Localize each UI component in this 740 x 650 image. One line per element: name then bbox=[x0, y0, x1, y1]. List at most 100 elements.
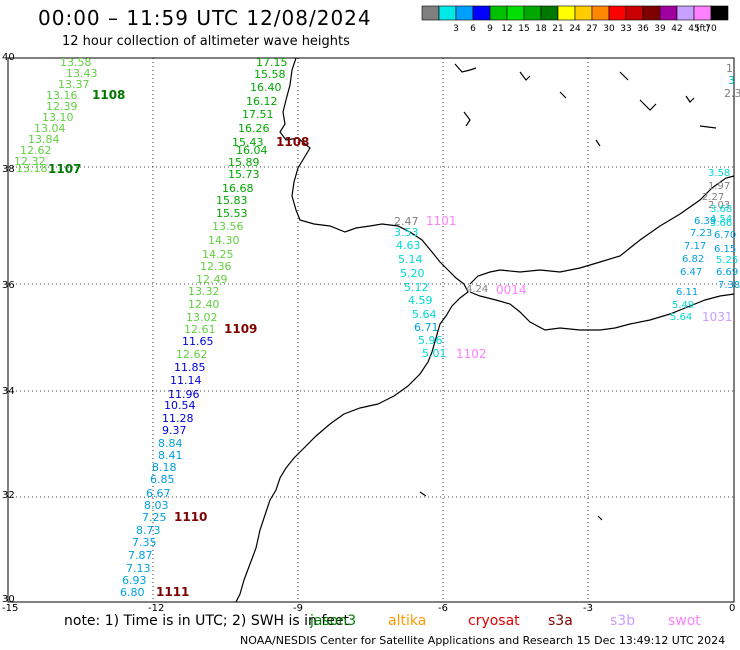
swh-value: 5.25 bbox=[716, 255, 738, 266]
swh-value: 17.15 bbox=[256, 56, 288, 69]
swh-value: 12.36 bbox=[200, 260, 232, 273]
legend-item-swot: swot bbox=[668, 613, 701, 629]
lon-tick-label: -9 bbox=[293, 603, 303, 614]
swh-value: 14.30 bbox=[208, 234, 240, 247]
swh-value: 13.32 bbox=[188, 285, 220, 298]
swh-value: 5.96 bbox=[418, 334, 443, 347]
pass-label: 1108 bbox=[276, 135, 309, 149]
colorbar-label: 33 bbox=[620, 24, 631, 34]
pass-label: 1108 bbox=[92, 88, 125, 102]
swh-value: 5.01 bbox=[422, 347, 447, 360]
colorbar: 3 6 9 12 15 18 21 24 27 30 33 36 39 42 45 70(ft) bbox=[421, 5, 729, 34]
swh-value: 15.83 bbox=[216, 194, 248, 207]
swh-value: 16.12 bbox=[246, 95, 278, 108]
swh-value: 15.43 bbox=[232, 136, 264, 149]
swh-value: 16.68 bbox=[222, 182, 254, 195]
lon-tick-label: -15 bbox=[2, 603, 18, 614]
lon-tick-label: -12 bbox=[148, 603, 164, 614]
colorbar-label: 9 bbox=[487, 24, 493, 34]
swh-value: 6.47 bbox=[680, 267, 702, 278]
swh-value: 8.84 bbox=[158, 437, 183, 450]
lon-tick-label: -3 bbox=[583, 603, 593, 614]
swh-value: 11.96 bbox=[168, 388, 200, 401]
swh-value: 13.58 bbox=[60, 56, 92, 69]
swh-value: 4.63 bbox=[396, 239, 421, 252]
lat-tick-label: 36 bbox=[2, 280, 15, 291]
swh-value: 6.85 bbox=[150, 473, 175, 486]
swh-value: 7.23 bbox=[690, 228, 712, 239]
lat-tick-label: 34 bbox=[2, 386, 15, 397]
colorbar-label: 30 bbox=[603, 24, 615, 34]
swh-value: 3.53 bbox=[394, 226, 419, 239]
lat-tick-label: 32 bbox=[2, 490, 15, 501]
map-frame bbox=[7, 57, 735, 603]
swh-value: 8.41 bbox=[158, 449, 183, 462]
swh-value: 15.89 bbox=[228, 156, 260, 169]
swh-value: 7.25 bbox=[142, 511, 167, 524]
swh-value: 6.82 bbox=[682, 254, 704, 265]
swh-value: 15.58 bbox=[254, 68, 286, 81]
coastline bbox=[235, 57, 735, 603]
swh-value: 12.62 bbox=[176, 348, 208, 361]
colorbar-label: 24 bbox=[569, 24, 581, 34]
swh-value: 8.18 bbox=[152, 461, 177, 474]
note-text: note: 1) Time is in UTC; 2) SWH is in fe… bbox=[64, 613, 350, 629]
colorbar-label: 12 bbox=[501, 24, 512, 34]
swh-value: 8.73 bbox=[136, 524, 161, 537]
map-title: 00:00 – 11:59 UTC 12/08/2024 bbox=[38, 6, 372, 30]
lat-tick-label: 40 bbox=[2, 52, 15, 63]
colorbar-label: 36 bbox=[637, 24, 649, 34]
swh-value: 8.03 bbox=[144, 499, 169, 512]
colorbar-label: 3 bbox=[453, 24, 459, 34]
colorbar-label: 18 bbox=[535, 24, 547, 34]
map-subtitle: 12 hour collection of altimeter wave hei… bbox=[62, 34, 350, 49]
swh-value: 12.49 bbox=[196, 273, 228, 286]
swh-value: 3.58 bbox=[708, 168, 730, 179]
swh-value: 6.93 bbox=[122, 574, 147, 587]
swh-value: 13.56 bbox=[212, 220, 244, 233]
colorbar-label: 15 bbox=[518, 24, 529, 34]
pass-label: 1031 bbox=[702, 310, 733, 324]
swh-value: 1 bbox=[726, 62, 733, 75]
swh-value: 6.15 bbox=[714, 244, 736, 255]
swh-value: 13.37 bbox=[58, 78, 90, 91]
swh-value: 7.38 bbox=[718, 280, 740, 291]
colorbar-label: 6 bbox=[470, 24, 476, 34]
legend-item-jason3: jason3 bbox=[310, 613, 357, 629]
swh-value: 13.43 bbox=[66, 67, 98, 80]
pass-label: 1102 bbox=[456, 347, 487, 361]
swh-value: 13.18 bbox=[16, 162, 48, 175]
colorbar-label: 27 bbox=[586, 24, 597, 34]
swh-value: 12.40 bbox=[188, 298, 220, 311]
lat-tick-label: 38 bbox=[2, 164, 15, 175]
swh-value: 13.10 bbox=[42, 111, 74, 124]
swh-value: 17.51 bbox=[242, 108, 274, 121]
swh-value: 6.71 bbox=[414, 321, 439, 334]
swh-value: 6.69 bbox=[716, 267, 738, 278]
swh-value: 3 bbox=[728, 74, 735, 87]
colorbar-unit: (ft) bbox=[696, 24, 710, 34]
swh-value: 2.03 bbox=[708, 200, 730, 211]
lon-tick-label: 0 bbox=[729, 603, 735, 614]
swh-value: 1.97 bbox=[708, 181, 730, 192]
swh-value: 10.54 bbox=[164, 399, 196, 412]
swh-value: 6.67 bbox=[146, 487, 171, 500]
lon-tick-label: -6 bbox=[438, 603, 448, 614]
swh-value: 4.54 bbox=[710, 214, 732, 225]
swh-value: 13.84 bbox=[28, 133, 60, 146]
swh-value: 12.32 bbox=[14, 155, 46, 168]
swh-value: 7.35 bbox=[132, 536, 157, 549]
swh-value: 2.3 bbox=[724, 87, 740, 100]
swh-value: 4.24 bbox=[466, 284, 488, 295]
swh-value: 16.26 bbox=[238, 122, 270, 135]
swh-value: 2.27 bbox=[702, 192, 724, 203]
swh-value: 6.39 bbox=[694, 216, 716, 227]
colorbar-label: 21 bbox=[552, 24, 563, 34]
legend-item-altika: altika bbox=[388, 613, 427, 629]
swh-value: 13.04 bbox=[34, 122, 66, 135]
swh-value: 7.13 bbox=[126, 562, 151, 575]
swh-value: 7.17 bbox=[684, 241, 706, 252]
legend-item-cryosat: cryosat bbox=[468, 613, 520, 629]
swh-value: 12.39 bbox=[46, 100, 78, 113]
